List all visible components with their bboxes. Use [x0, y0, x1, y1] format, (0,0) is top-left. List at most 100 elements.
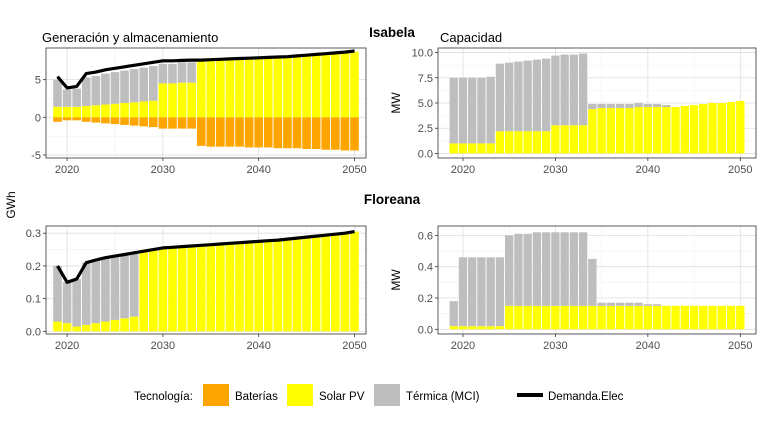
bar-pv-2022: [81, 324, 91, 332]
bar-ter-2026: [120, 70, 129, 103]
bar-pv-2027: [523, 305, 532, 330]
x-tick-label: 2030: [151, 164, 175, 176]
bar-pv-2024: [101, 104, 110, 118]
bar-ter-2031: [560, 54, 569, 126]
panel-floreana-generacion: 0.0 0.1 0.2 0.3 2020 2030 2040 2050: [26, 225, 367, 352]
bar-bat-2041: [263, 117, 273, 148]
bar-bat-2025: [110, 117, 120, 125]
bar-pv-2026: [514, 305, 523, 330]
y-tick-label: -5: [31, 150, 41, 162]
y-axis-label: MW: [389, 269, 403, 291]
legend-key-termica: [374, 384, 400, 406]
x-tick-label: 2020: [55, 340, 79, 352]
bar-pv-2025: [505, 305, 514, 330]
bar-ter-2022: [81, 262, 91, 325]
x-tick-label: 2050: [728, 340, 752, 352]
bar-ter-2035: [597, 104, 606, 109]
bar-bat-2031: [168, 117, 177, 129]
bar-ter-2038: [625, 302, 634, 306]
x-tick-label: 2040: [246, 164, 270, 176]
bar-pv-2034: [196, 245, 206, 332]
bar-ter-2041: [652, 304, 662, 306]
bar-bat-2045: [302, 117, 311, 149]
bar-bat-2038: [235, 117, 244, 147]
strip-title-floreana: Floreana: [364, 192, 421, 207]
bar-pv-2042: [273, 57, 283, 118]
bar-ter-2036: [606, 302, 616, 306]
bar-ter-2033: [187, 62, 196, 83]
bar-ter-2030: [158, 63, 168, 84]
bar-pv-2023: [486, 326, 495, 330]
legend-label-solar-pv: Solar PV: [319, 391, 365, 403]
bar-ter-2024: [101, 73, 110, 105]
bar-pv-2044: [680, 305, 689, 330]
bar-ter-2026: [120, 254, 129, 319]
bar-pv-2022: [81, 106, 91, 118]
y-tick-label: 0.0: [418, 324, 433, 336]
bar-ter-2033: [578, 232, 588, 306]
bar-bat-2050: [350, 117, 359, 151]
bar-pv-2029: [148, 100, 158, 118]
bar-pv-2043: [671, 107, 680, 154]
bar-ter-2023: [486, 76, 495, 144]
bar-pv-2046: [699, 104, 708, 154]
y-tick-label: 0.2: [418, 293, 433, 305]
line-demanda-elec: [56, 49, 355, 90]
bar-bat-2044: [292, 117, 302, 149]
bar-ter-2029: [541, 58, 551, 132]
bar-ter-2019: [53, 265, 62, 322]
bar-ter-2031: [168, 63, 177, 84]
bar-ter-2035: [597, 302, 606, 306]
bar-ter-2025: [110, 72, 120, 104]
x-tick-label: 2020: [451, 340, 475, 352]
x-tick-label: 2050: [728, 164, 752, 176]
bar-ter-2026: [514, 233, 523, 306]
bar-ter-2021: [72, 88, 81, 107]
bar-pv-2031: [560, 125, 569, 154]
bar-pv-2019: [53, 106, 62, 118]
bar-pv-2040: [643, 107, 653, 154]
bar-ter-2040: [643, 304, 653, 306]
bar-pv-2030: [551, 125, 560, 154]
y-axis-label: MW: [389, 92, 403, 114]
bar-pv-2045: [689, 105, 699, 154]
y-tick-label: 2.5: [418, 123, 433, 135]
bar-pv-2045: [689, 305, 699, 330]
bar-pv-2039: [244, 58, 254, 118]
bar-pv-2029: [148, 249, 158, 332]
bar-ter-2025: [505, 235, 514, 306]
bar-pv-2034: [588, 109, 597, 154]
y-tick-label: 5: [35, 75, 41, 87]
bar-pv-2035: [597, 305, 606, 330]
bar-pv-2038: [625, 305, 634, 330]
x-tick-label: 2020: [55, 164, 79, 176]
bar-pv-2033: [187, 245, 196, 332]
bar-pv-2028: [139, 251, 149, 332]
bar-pv-2029: [541, 131, 551, 154]
bar-pv-2049: [340, 52, 350, 118]
bar-pv-2024: [101, 321, 110, 332]
bar-pv-2049: [340, 233, 350, 332]
panel-isabela-capacidad: 0.0 2.5 5.0 7.5 10.0 2020 2030 2040 2050 Capacida…: [389, 30, 757, 176]
bar-pv-2039: [634, 107, 643, 154]
bar-bat-2023: [91, 117, 101, 123]
bar-bat-2040: [254, 117, 264, 148]
bar-pv-2044: [292, 238, 302, 332]
bar-ter-2021: [72, 279, 81, 327]
bar-pv-2048: [717, 305, 726, 330]
bar-pv-2023: [91, 323, 101, 332]
bar-ter-2034: [588, 104, 597, 110]
bar-ter-2039: [634, 302, 643, 306]
bar-pv-2041: [263, 57, 273, 118]
x-tick-label: 2020: [451, 164, 475, 176]
bar-pv-2027: [129, 316, 139, 332]
bar-pv-2038: [235, 242, 244, 332]
bar-pv-2032: [569, 305, 579, 330]
bar-pv-2020: [458, 143, 468, 154]
panel-title: Generación y almacenamiento: [42, 30, 218, 45]
bar-pv-2033: [578, 125, 588, 154]
x-tick-label: 2040: [246, 340, 270, 352]
bar-pv-2046: [699, 305, 708, 330]
bar-pv-2037: [225, 243, 235, 332]
bar-pv-2036: [606, 305, 616, 330]
